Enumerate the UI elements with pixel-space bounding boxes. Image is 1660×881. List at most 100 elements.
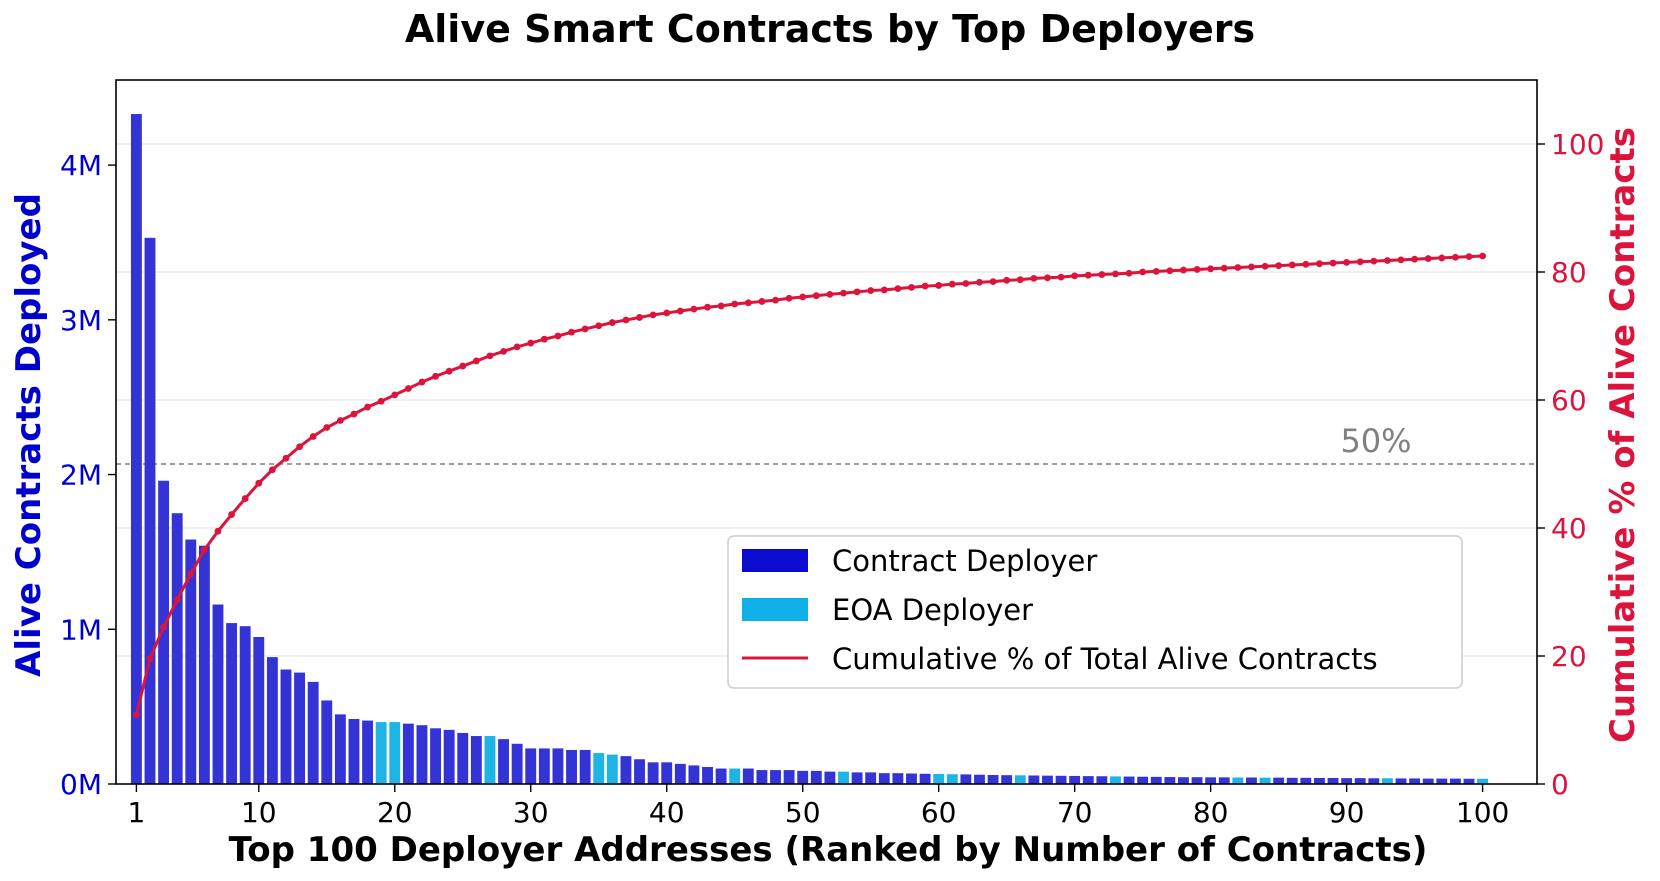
bar [1001, 775, 1013, 784]
cumulative-point [377, 397, 385, 405]
cumulative-point [513, 343, 521, 351]
bar [294, 672, 306, 784]
y-axis-left: 0M 1M 2M 3M 4M [60, 149, 116, 801]
cumulative-point [921, 282, 929, 290]
cumulative-point [187, 570, 195, 578]
legend-swatch-contract [742, 549, 808, 572]
cumulative-point [527, 339, 535, 347]
bar [634, 759, 645, 784]
cumulative-point [500, 347, 507, 355]
cumulative-point [146, 655, 154, 662]
bar [851, 772, 863, 784]
cumulative-point [160, 623, 167, 631]
cumulative-point [214, 527, 222, 535]
bar [593, 753, 605, 784]
x-tick-label: 90 [1329, 796, 1365, 829]
x-tick-label: 60 [921, 796, 957, 829]
cumulative-point [608, 319, 616, 326]
cumulative-point [173, 596, 181, 604]
bar [1232, 777, 1244, 784]
bar [1286, 777, 1298, 784]
bar [1409, 778, 1421, 784]
legend-label-cumulative: Cumulative % of Total Alive Contracts [832, 642, 1378, 676]
cumulative-point [1071, 272, 1079, 280]
cumulative-point [554, 332, 562, 340]
y-axis-label-right: Cumulative % of Alive Contracts [1603, 127, 1643, 743]
cumulative-line [134, 254, 1483, 716]
bar [389, 722, 401, 784]
x-tick-label: 70 [1057, 796, 1093, 829]
bar [702, 766, 713, 784]
bar [838, 771, 849, 784]
cumulative-point [962, 280, 970, 287]
bar [511, 743, 523, 784]
bar [674, 763, 686, 784]
bar [1422, 778, 1434, 784]
bar [1368, 778, 1380, 784]
cumulative-point [1125, 269, 1133, 277]
bar [606, 754, 618, 784]
cumulative-point [731, 300, 739, 308]
cumulative-point [785, 294, 793, 302]
bar [810, 770, 822, 784]
y-right-tick-label: 80 [1551, 256, 1587, 289]
reference-line-label: 50% [1340, 422, 1411, 460]
cumulative-point [1316, 260, 1323, 268]
bar [1436, 778, 1448, 784]
cumulative-line-group [132, 252, 1487, 719]
cumulative-point [1234, 264, 1242, 271]
bar [1137, 776, 1149, 784]
bar [402, 723, 414, 784]
cumulative-point [704, 303, 711, 311]
bar [1327, 777, 1339, 784]
bar [280, 669, 292, 784]
cumulative-point [1030, 275, 1038, 282]
cumulative-point [826, 291, 834, 298]
bar [919, 773, 931, 784]
cumulative-point [880, 286, 888, 294]
cumulative-point [228, 511, 235, 518]
x-tick-label: 100 [1456, 796, 1509, 829]
cumulative-point [391, 391, 399, 399]
bar [158, 480, 170, 784]
bar [661, 762, 673, 784]
cumulative-point [1016, 276, 1024, 284]
cumulative-point [432, 372, 439, 380]
cumulative-point [744, 299, 752, 307]
bar [1381, 778, 1393, 784]
bar [321, 700, 333, 784]
x-axis: 1 10 20 30 40 50 60 70 80 90 100 [127, 784, 1509, 829]
cumulative-point [1261, 262, 1269, 270]
bar [1123, 776, 1135, 784]
bar [185, 539, 197, 784]
bar [770, 770, 781, 784]
bar [688, 765, 700, 784]
chart-title: Alive Smart Contracts by Top Deployers [405, 7, 1255, 51]
cumulative-point [840, 289, 847, 297]
cumulative-point [132, 711, 140, 719]
cumulative-point [459, 362, 467, 370]
bar [334, 714, 346, 784]
x-tick-label: 20 [377, 796, 413, 829]
bar [1110, 776, 1121, 784]
bar [552, 748, 564, 784]
bar [416, 725, 428, 784]
bar [443, 729, 455, 784]
cumulative-point [418, 378, 426, 386]
cumulative-point [1397, 256, 1405, 264]
bar [1218, 777, 1230, 784]
bar [144, 237, 156, 785]
cumulative-point [1139, 268, 1147, 276]
bar [620, 756, 632, 784]
bar [865, 772, 877, 784]
bar [266, 657, 278, 784]
bar [1300, 777, 1312, 784]
bars [130, 114, 1489, 785]
bar [1014, 775, 1026, 784]
bar [253, 637, 265, 784]
bar [1178, 777, 1189, 784]
bar [715, 768, 727, 784]
y-left-tick-label: 2M [60, 459, 102, 492]
bar [1354, 778, 1366, 784]
